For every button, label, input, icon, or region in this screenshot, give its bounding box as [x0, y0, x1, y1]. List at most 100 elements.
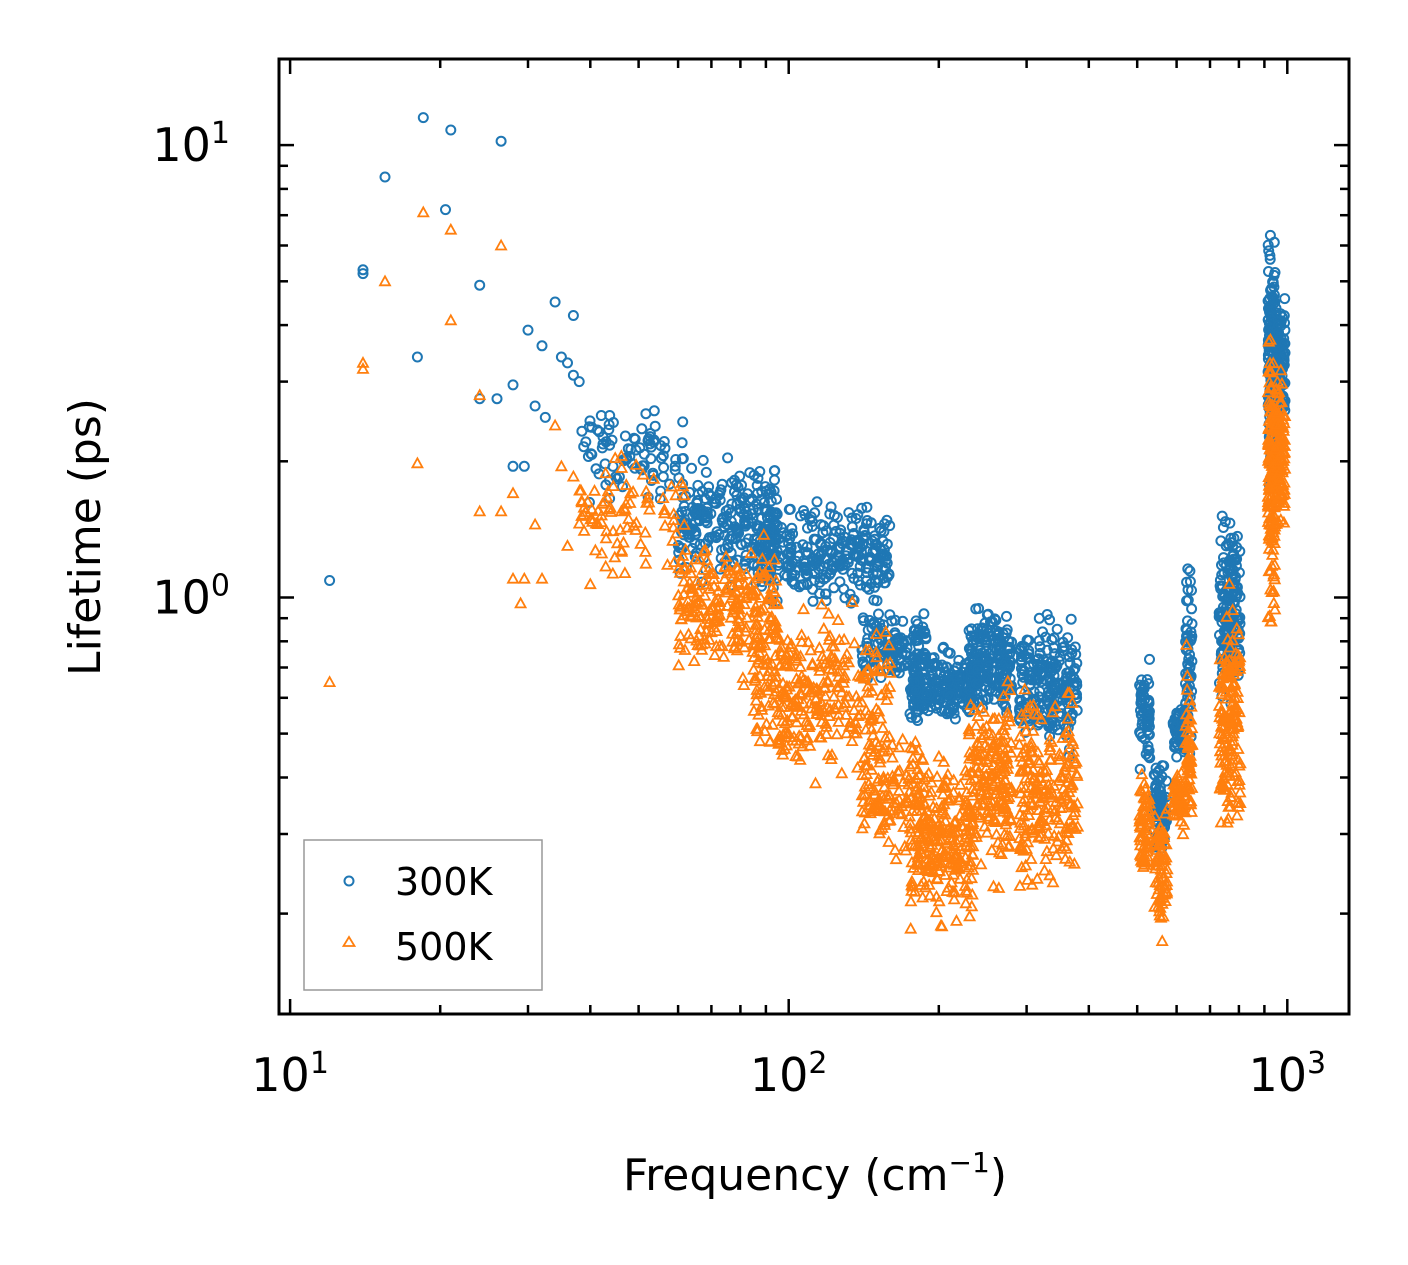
data-point-500K	[822, 606, 836, 619]
data-point-300K	[925, 687, 937, 699]
data-point-300K	[879, 518, 890, 530]
data-point-300K	[670, 454, 682, 465]
data-point-300K	[861, 567, 873, 579]
data-point-300K	[948, 707, 960, 719]
data-point-500K	[708, 648, 722, 660]
data-point-300K	[691, 497, 703, 509]
data-point-500K	[963, 909, 977, 922]
data-point-300K	[970, 629, 982, 641]
data-point-500K	[1155, 934, 1169, 946]
data-point-300K	[753, 520, 765, 532]
data-point-300K	[591, 424, 603, 436]
x-tick-label: 102	[750, 1046, 828, 1102]
data-point-300K	[799, 562, 811, 574]
data-point-300K	[518, 460, 530, 472]
data-point-300K	[647, 467, 659, 479]
data-point-300K	[969, 647, 981, 659]
data-point-300K	[984, 625, 996, 637]
data-point-300K	[638, 448, 650, 460]
series-300K	[324, 112, 1291, 854]
data-point-300K	[949, 713, 961, 725]
data-point-300K	[936, 705, 948, 717]
data-point-500K	[613, 522, 627, 535]
data-point-500K	[410, 456, 424, 469]
data-point-300K	[657, 450, 669, 462]
data-point-300K	[649, 420, 661, 432]
data-point-300K	[916, 700, 927, 712]
data-point-300K	[722, 452, 734, 464]
data-point-300K	[880, 561, 891, 573]
x-axis-label: Frequency (cm−1)	[623, 1146, 1007, 1201]
data-point-300K	[932, 660, 944, 672]
data-point-500K	[599, 559, 613, 572]
data-point-500K	[949, 914, 964, 926]
data-point-300K	[811, 496, 823, 508]
data-point-300K	[814, 560, 826, 572]
data-point-500K	[808, 776, 823, 789]
data-point-500K	[859, 722, 873, 735]
data-point-300K	[802, 522, 813, 534]
data-point-300K	[617, 481, 628, 493]
data-point-300K	[684, 531, 696, 543]
data-point-300K	[866, 535, 878, 547]
data-point-500K	[986, 879, 1001, 892]
data-point-300K	[926, 652, 938, 664]
data-point-300K	[942, 688, 954, 700]
data-point-300K	[817, 527, 829, 539]
data-point-500K	[1058, 851, 1072, 864]
data-point-300K	[357, 264, 369, 276]
data-point-300K	[844, 588, 856, 600]
data-point-300K	[539, 411, 551, 423]
data-point-300K	[708, 496, 720, 508]
data-point-300K	[884, 609, 896, 621]
data-point-300K	[445, 124, 457, 136]
data-point-300K	[992, 639, 1003, 651]
data-point-500K	[1230, 808, 1244, 821]
data-point-300K	[859, 530, 871, 541]
data-point-300K	[834, 541, 846, 553]
data-point-300K	[664, 478, 676, 490]
y-tick-label: 101	[152, 116, 230, 172]
data-point-300K	[593, 468, 605, 480]
data-point-500K	[560, 539, 575, 551]
data-point-300K	[597, 431, 609, 443]
data-point-300K	[783, 547, 795, 559]
data-point-300K	[980, 634, 992, 646]
data-point-300K	[701, 506, 713, 518]
data-point-300K	[733, 527, 745, 539]
data-point-300K	[644, 438, 656, 450]
data-point-300K	[983, 684, 995, 696]
data-point-300K	[825, 501, 837, 513]
data-point-300K	[908, 699, 920, 711]
data-point-500K	[473, 504, 487, 517]
data-point-500K	[847, 636, 861, 649]
data-point-300K	[906, 711, 917, 723]
y-tick-label: 100	[152, 569, 230, 625]
data-point-300K	[884, 520, 896, 532]
data-point-300K	[1279, 293, 1291, 305]
data-point-300K	[491, 393, 503, 405]
data-point-500K	[634, 537, 648, 549]
data-point-300K	[942, 671, 953, 683]
data-point-300K	[678, 516, 690, 528]
data-point-300K	[855, 541, 866, 553]
data-point-300K	[659, 442, 671, 454]
data-point-300K	[889, 614, 901, 626]
data-point-300K	[748, 469, 760, 481]
data-point-500K	[566, 469, 580, 482]
data-point-300K	[716, 478, 728, 490]
data-point-500K	[904, 921, 918, 934]
data-point-300K	[948, 665, 960, 677]
data-point-300K	[852, 575, 864, 587]
data-point-500K	[506, 571, 520, 584]
data-point-500K	[882, 835, 896, 847]
data-point-500K	[876, 721, 890, 733]
data-point-300K	[357, 268, 369, 280]
data-point-300K	[861, 501, 873, 513]
data-point-300K	[677, 416, 689, 428]
data-point-300K	[802, 547, 814, 559]
data-point-300K	[584, 415, 596, 427]
data-point-300K	[1044, 614, 1056, 626]
data-point-500K	[763, 734, 777, 746]
data-point-300K	[905, 634, 917, 646]
